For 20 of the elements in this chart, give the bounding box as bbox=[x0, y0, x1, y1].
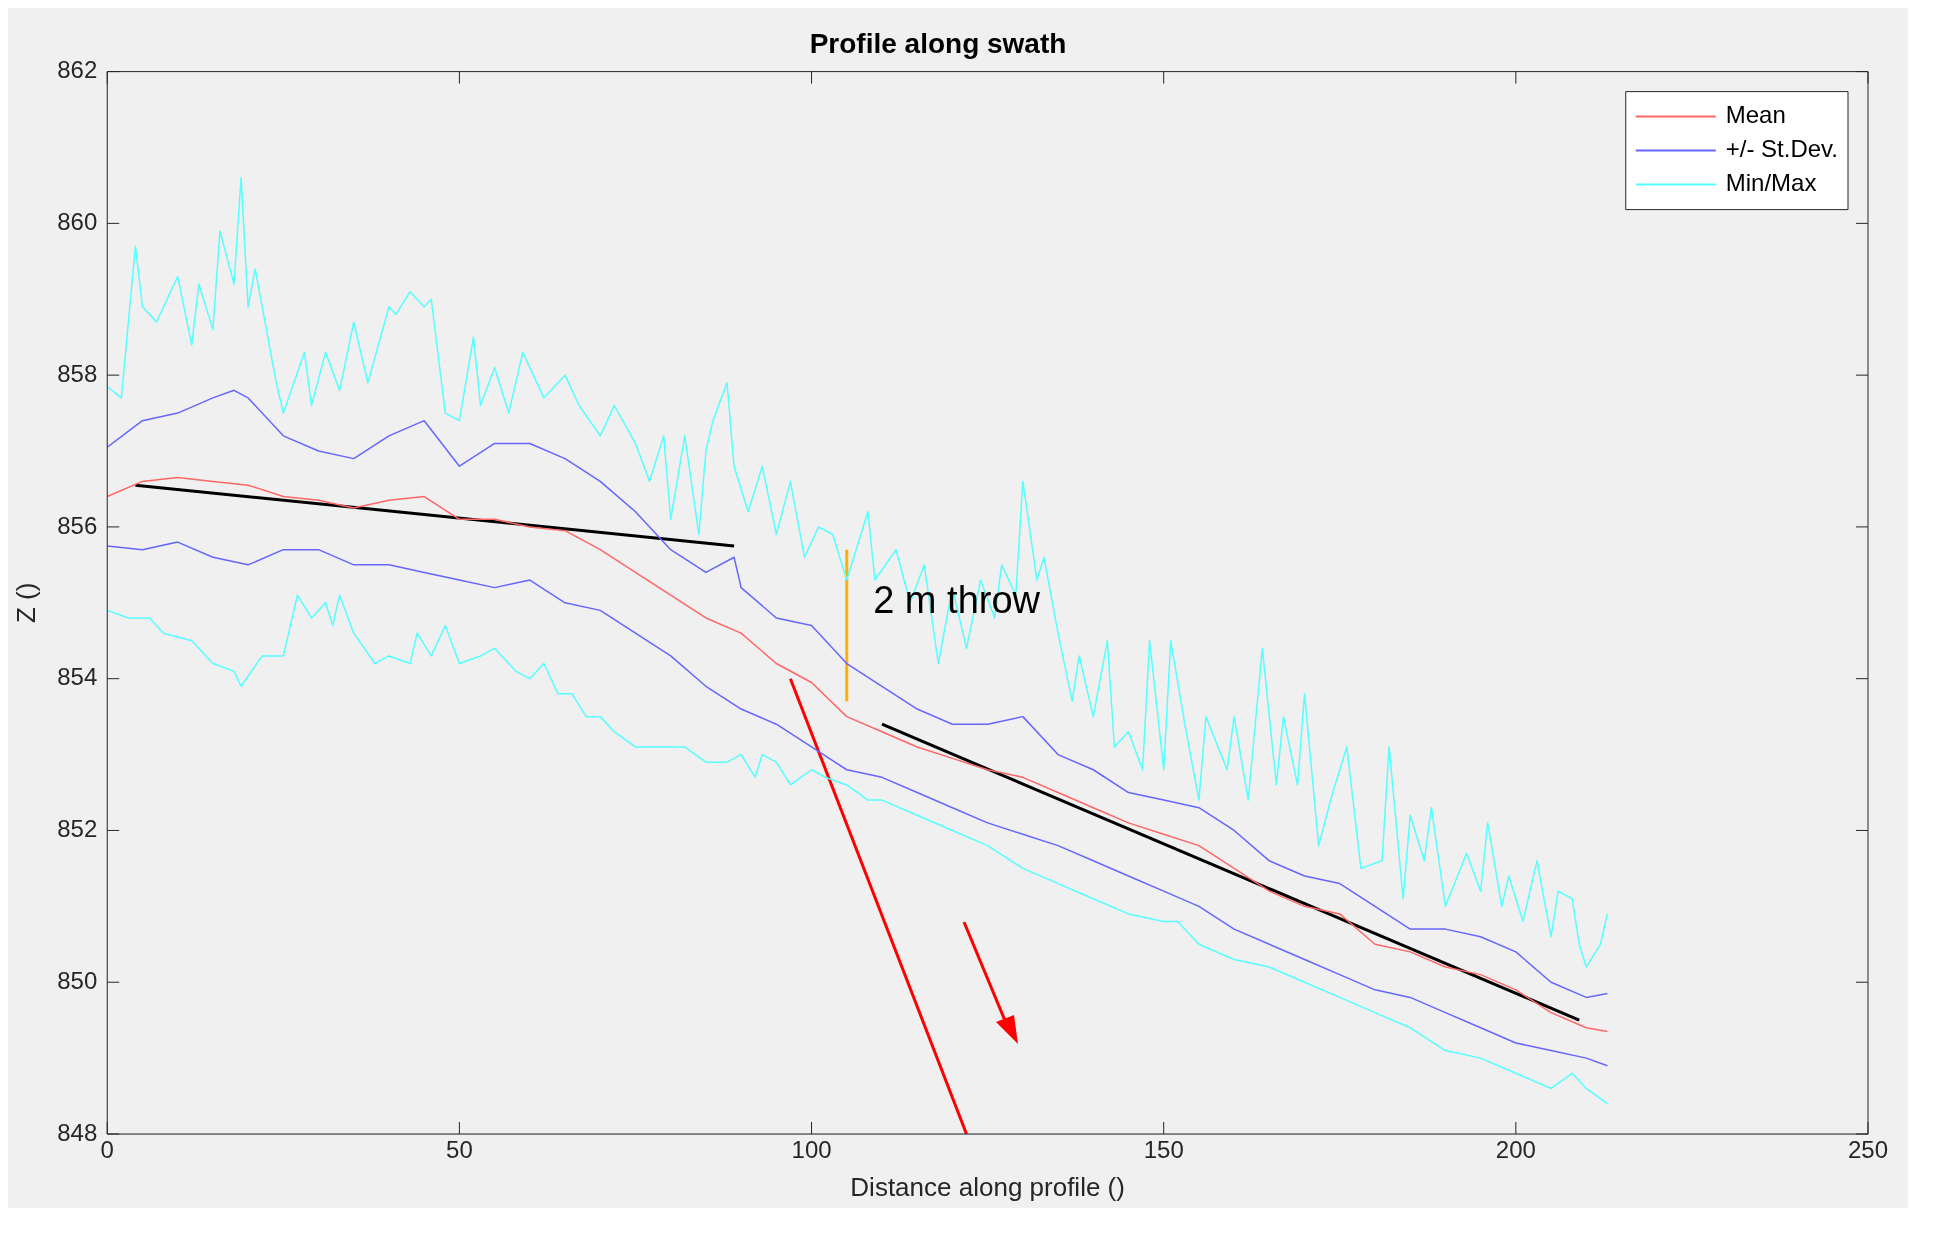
x-tick-label: 100 bbox=[791, 1136, 832, 1164]
y-tick-label: 848 bbox=[57, 1118, 98, 1146]
y-tick-label: 862 bbox=[57, 56, 98, 84]
y-tick-label: 850 bbox=[57, 966, 98, 994]
x-tick-label: 250 bbox=[1847, 1136, 1889, 1164]
y-tick-label: 852 bbox=[57, 815, 98, 843]
x-axis-title: Distance along profile () bbox=[850, 1171, 1125, 1202]
legend-label: Min/Max bbox=[1725, 169, 1817, 197]
x-tick-label: 0 bbox=[100, 1136, 114, 1164]
legend-label: +/- St.Dev. bbox=[1725, 135, 1839, 163]
x-tick-label: 150 bbox=[1143, 1136, 1184, 1164]
y-tick-label: 860 bbox=[57, 208, 98, 235]
x-tick-label: 200 bbox=[1495, 1136, 1536, 1164]
legend-label: Mean bbox=[1725, 101, 1786, 129]
y-tick-label: 854 bbox=[57, 663, 98, 691]
y-axis-title: Z () bbox=[10, 582, 41, 624]
chart-title: Profile along swath bbox=[809, 27, 1067, 59]
y-tick-label: 856 bbox=[57, 511, 98, 539]
x-tick-label: 50 bbox=[446, 1136, 473, 1164]
y-tick-label: 858 bbox=[57, 359, 98, 387]
